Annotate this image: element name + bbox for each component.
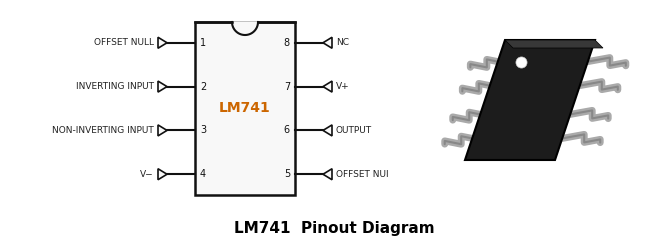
- Polygon shape: [323, 169, 332, 180]
- Polygon shape: [323, 37, 332, 48]
- Text: 8: 8: [284, 38, 290, 48]
- Text: 1: 1: [200, 38, 206, 48]
- Bar: [195, 22, 295, 195]
- Text: 4: 4: [200, 169, 206, 179]
- Text: V−: V−: [140, 170, 154, 179]
- Polygon shape: [323, 125, 332, 136]
- Polygon shape: [232, 22, 258, 35]
- Text: OFFSET NULL: OFFSET NULL: [94, 38, 154, 47]
- Text: OUTPUT: OUTPUT: [336, 126, 372, 135]
- Text: NC: NC: [336, 38, 349, 47]
- Text: OFFSET NUI: OFFSET NUI: [336, 170, 389, 179]
- Polygon shape: [158, 37, 167, 48]
- Polygon shape: [505, 40, 603, 48]
- Text: NON-INVERTING INPUT: NON-INVERTING INPUT: [52, 126, 154, 135]
- Polygon shape: [158, 81, 167, 92]
- Text: LM741  Pinout Diagram: LM741 Pinout Diagram: [234, 221, 435, 235]
- Polygon shape: [158, 169, 167, 180]
- Text: 6: 6: [284, 125, 290, 135]
- Text: 7: 7: [284, 81, 290, 92]
- Polygon shape: [323, 81, 332, 92]
- Polygon shape: [158, 125, 167, 136]
- Text: LM741: LM741: [219, 102, 271, 115]
- Polygon shape: [465, 40, 595, 160]
- Text: 2: 2: [200, 81, 206, 92]
- Text: 3: 3: [200, 125, 206, 135]
- Text: INVERTING INPUT: INVERTING INPUT: [76, 82, 154, 91]
- Text: V+: V+: [336, 82, 350, 91]
- Text: 5: 5: [284, 169, 290, 179]
